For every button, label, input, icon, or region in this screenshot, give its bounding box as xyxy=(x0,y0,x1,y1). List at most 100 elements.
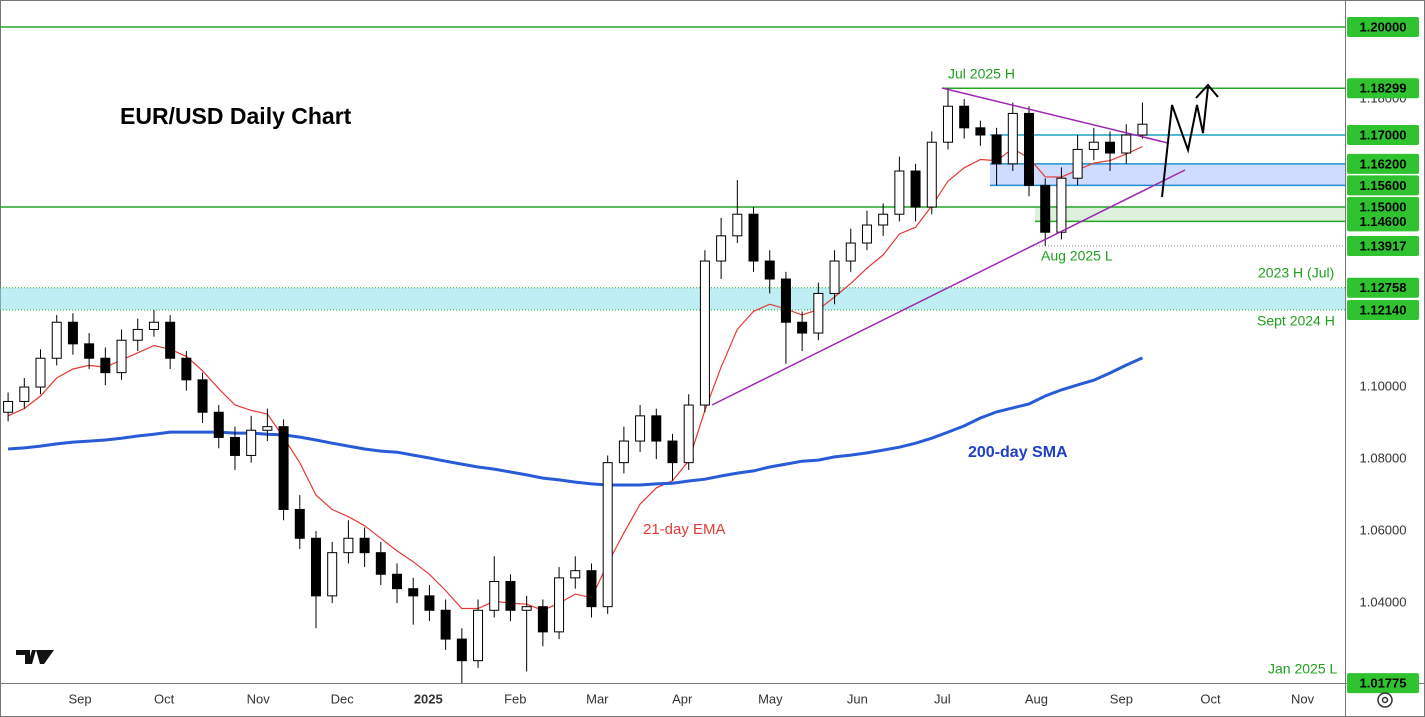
price-tag-label: 1.01775 xyxy=(1360,676,1407,691)
candle-body xyxy=(1137,123,1148,136)
annotation: Sept 2024 H xyxy=(1257,313,1335,329)
x-tick-label: Sep xyxy=(1110,691,1133,706)
price-tag xyxy=(1347,277,1419,298)
candle-body xyxy=(213,411,224,438)
x-tick-label: Mar xyxy=(586,691,609,706)
candle-body xyxy=(780,278,791,323)
candle-body xyxy=(148,321,159,330)
series-label: 200-day SMA xyxy=(968,444,1068,461)
annotation: Jul 2025 H xyxy=(948,66,1015,82)
price-tag-label: 1.13917 xyxy=(1360,238,1407,253)
y-tick-label: 1.08000 xyxy=(1360,450,1407,465)
candle-body xyxy=(602,462,613,608)
candle-body xyxy=(975,127,986,136)
candle-body xyxy=(116,339,127,374)
candle-body xyxy=(878,213,889,226)
price-tag xyxy=(1347,153,1419,174)
candle-body xyxy=(1088,141,1099,150)
zones xyxy=(0,26,1345,311)
annotation: 2023 H (Jul) xyxy=(1258,265,1334,281)
candle-body xyxy=(3,400,14,413)
candle-body xyxy=(424,595,435,611)
candle-body xyxy=(1121,134,1132,154)
candle-body xyxy=(845,242,856,262)
price-tag-label: 1.12140 xyxy=(1360,302,1407,317)
candle-body xyxy=(392,573,403,590)
price-tag xyxy=(1347,175,1419,196)
candle-body xyxy=(926,141,937,208)
candle-body xyxy=(67,321,78,345)
price-tag xyxy=(1347,673,1419,694)
x-tick-label: 2025 xyxy=(414,691,443,706)
candle-body xyxy=(586,570,597,608)
settings-icon[interactable] xyxy=(1377,692,1393,708)
candle-body xyxy=(35,357,46,388)
candle-body xyxy=(19,386,30,402)
annotation: Aug 2025 L xyxy=(1041,248,1113,264)
price-tag xyxy=(1347,17,1419,38)
candle-body xyxy=(716,235,727,262)
candle-body xyxy=(84,343,95,359)
series-label: 21-day EMA xyxy=(643,521,726,538)
y-tick-label: 1.06000 xyxy=(1360,522,1407,537)
x-tick-label: Aug xyxy=(1025,691,1048,706)
x-tick-label: Oct xyxy=(1200,691,1221,706)
zone xyxy=(1035,207,1345,222)
candle-body xyxy=(618,440,629,464)
candle-body xyxy=(554,577,565,633)
trend-line xyxy=(941,87,1169,144)
candle-body xyxy=(197,379,208,413)
axes: Sep Oct Nov Dec 2025 Feb Mar Apr May Jun Jul Aug Sep… xyxy=(68,17,1419,706)
trend-line xyxy=(711,169,1186,406)
price-tag-label: 1.18299 xyxy=(1360,81,1407,96)
candle-body xyxy=(505,580,516,611)
candle-body xyxy=(375,552,386,575)
x-tick-label: Apr xyxy=(672,691,693,706)
chart-title: EUR/USD Daily Chart xyxy=(120,103,352,129)
forecast-arrowhead xyxy=(1195,83,1219,99)
candle-body xyxy=(942,105,953,143)
candle-body xyxy=(181,357,192,381)
x-tick-label: Oct xyxy=(154,691,175,706)
candle-body xyxy=(813,292,824,334)
candle-body xyxy=(1007,112,1018,165)
forecast-path xyxy=(1161,86,1209,198)
price-tag-label: 1.16200 xyxy=(1360,156,1407,171)
annotation: Jan 2025 L xyxy=(1268,661,1337,677)
candle-body xyxy=(732,213,743,237)
candle-body xyxy=(910,170,921,208)
candle-body xyxy=(327,552,338,597)
candle-body xyxy=(570,570,581,579)
candle-body xyxy=(278,426,289,510)
price-tag-label: 1.15000 xyxy=(1360,199,1407,214)
candle-body xyxy=(1056,177,1067,233)
price-tag xyxy=(1347,211,1419,232)
candle-body xyxy=(440,609,451,640)
candle-body xyxy=(1072,148,1083,179)
candle-body xyxy=(246,429,257,456)
price-tag-label: 1.15600 xyxy=(1360,178,1407,193)
candle-body xyxy=(537,606,548,633)
candle-body xyxy=(132,328,143,341)
candle-body xyxy=(165,321,176,359)
candle-body xyxy=(473,609,484,662)
candle-body xyxy=(699,260,710,406)
logo xyxy=(16,650,54,664)
x-tick-label: Sep xyxy=(68,691,91,706)
candle-body xyxy=(894,170,905,215)
candle-body xyxy=(635,415,646,442)
plot-area xyxy=(3,88,1148,683)
ma-line xyxy=(7,356,1144,487)
candle-body xyxy=(829,260,840,294)
candle-body xyxy=(797,321,808,334)
candle-body xyxy=(229,436,240,456)
candle-body xyxy=(294,508,305,539)
price-tag xyxy=(1347,236,1419,257)
candle-body xyxy=(1040,184,1051,233)
candle-body xyxy=(343,537,354,554)
candle-body xyxy=(359,537,370,554)
price-tag xyxy=(1347,299,1419,320)
candle-body xyxy=(51,321,62,359)
candle-body xyxy=(262,426,273,431)
